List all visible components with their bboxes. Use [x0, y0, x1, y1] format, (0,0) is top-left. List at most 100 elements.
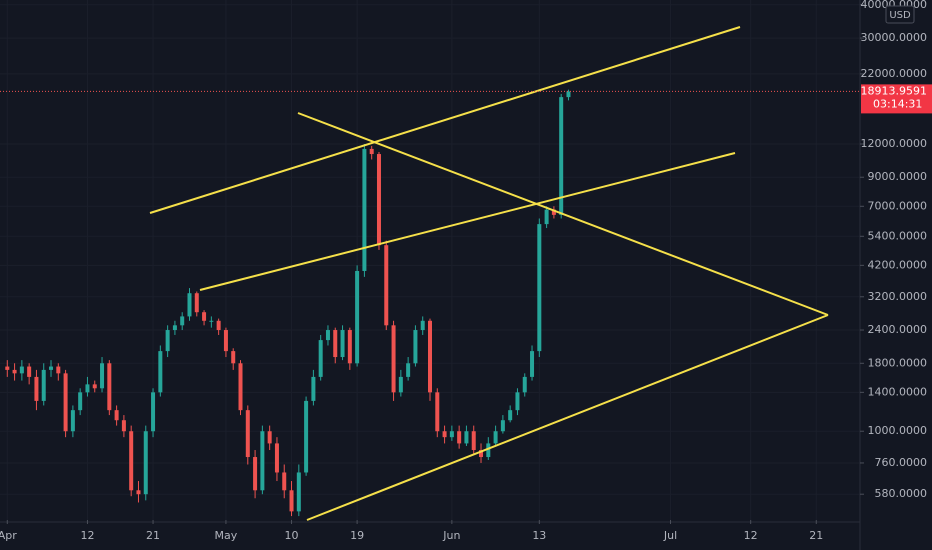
candle-body — [194, 293, 199, 313]
y-tick-label: 12000.0000 — [861, 137, 927, 150]
candle-body — [238, 363, 243, 411]
candle-body — [406, 363, 411, 377]
candle-body — [12, 369, 17, 374]
current-price-box — [861, 84, 932, 114]
candle-body — [435, 392, 440, 432]
candle-body — [522, 376, 527, 393]
candle-body — [479, 450, 484, 458]
candle-body — [121, 420, 126, 432]
candle-body — [464, 431, 469, 444]
trendline — [199, 152, 736, 291]
candle-body — [245, 410, 250, 458]
candle-body — [151, 392, 156, 432]
candle-body — [530, 351, 535, 377]
candle-body — [508, 410, 513, 421]
candle-body — [19, 366, 24, 374]
candle-body — [449, 431, 454, 438]
candle-body — [216, 320, 221, 331]
candle-body — [282, 472, 287, 491]
y-tick-label: 22000.0000 — [861, 67, 927, 80]
trendline — [149, 26, 741, 214]
trendline — [306, 314, 829, 521]
candle-body — [136, 490, 141, 495]
candle-body — [391, 325, 396, 393]
x-tick-label: May — [215, 529, 238, 542]
countdown: 03:14:31 — [873, 97, 922, 110]
candle-body — [100, 363, 105, 389]
y-tick-label: 760.0000 — [875, 456, 928, 469]
candle-body — [92, 384, 97, 389]
y-tick-label: 4200.0000 — [868, 258, 928, 271]
candle-body — [253, 457, 258, 491]
candle-body — [180, 316, 185, 326]
candle-body — [63, 373, 68, 432]
x-tick-label: 13 — [532, 529, 546, 542]
y-tick-label: 3200.0000 — [868, 290, 928, 303]
candle-body — [165, 330, 170, 352]
candle-body — [78, 392, 83, 411]
candle-body — [260, 431, 265, 491]
candle-body — [420, 320, 425, 331]
candle-body — [56, 366, 61, 374]
candle-body — [566, 91, 571, 98]
y-tick-label: 1000.0000 — [868, 424, 928, 437]
candle-body — [340, 330, 345, 358]
candle-body — [515, 392, 520, 411]
candle-body — [289, 490, 294, 512]
candle-body — [274, 443, 279, 473]
y-tick-label: 5400.0000 — [868, 229, 928, 242]
y-tick-label: 1800.0000 — [868, 356, 928, 369]
x-tick-label: 10 — [285, 529, 299, 542]
candle-body — [143, 431, 148, 495]
candle-body — [172, 325, 177, 331]
candle-body — [5, 366, 10, 370]
candle-body — [428, 320, 432, 393]
candle-body — [559, 97, 564, 215]
x-tick-label: 12 — [80, 529, 94, 542]
candle-body — [114, 410, 119, 421]
candles — [5, 89, 571, 517]
candle-body — [376, 154, 381, 246]
candle-body — [384, 245, 389, 326]
candle-body — [296, 472, 301, 512]
candle-body — [107, 363, 112, 411]
candle-body — [158, 351, 163, 393]
candle-body — [231, 351, 236, 364]
x-tick-label: 21 — [146, 529, 160, 542]
candle-body — [34, 376, 39, 401]
y-tick-label: 1400.0000 — [868, 385, 928, 398]
y-tick-label: 40000.0000 — [861, 0, 927, 11]
candle-body — [311, 376, 316, 401]
trendlines — [149, 26, 829, 521]
x-tick-label: 21 — [809, 529, 823, 542]
y-tick-label: 30000.0000 — [861, 31, 927, 44]
y-tick-label: 9000.0000 — [868, 170, 928, 183]
candle-body — [471, 431, 476, 451]
grid — [0, 0, 860, 520]
candle-body — [500, 420, 505, 432]
candle-body — [413, 330, 418, 364]
candle-body — [318, 340, 323, 377]
candle-body — [551, 209, 556, 215]
candle-body — [362, 148, 367, 271]
candle-body — [49, 366, 54, 370]
candle-body — [486, 443, 491, 458]
candle-body — [493, 431, 498, 444]
x-tick-label: Apr — [0, 529, 17, 542]
candle-body — [333, 330, 338, 358]
candle-body — [304, 400, 309, 473]
candle-body — [442, 431, 447, 438]
candle-body — [202, 312, 207, 321]
candle-body — [223, 330, 228, 352]
currency-box — [885, 5, 915, 24]
x-tick-label: 19 — [350, 529, 364, 542]
candle-body — [267, 431, 272, 444]
x-tick-label: 12 — [744, 529, 758, 542]
candle-body — [544, 209, 549, 225]
trendline — [297, 112, 829, 316]
candle-body — [398, 376, 403, 393]
